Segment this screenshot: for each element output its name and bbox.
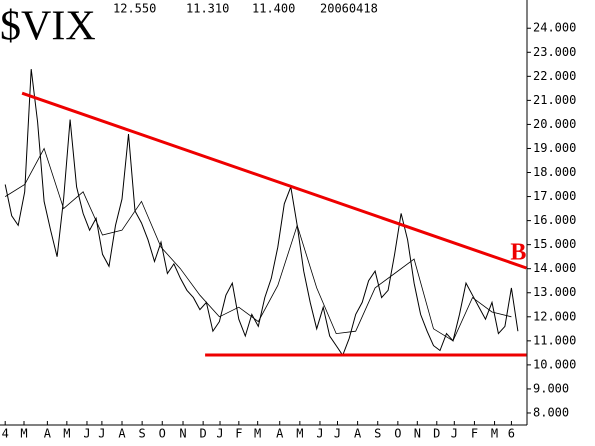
- date: 20060418: [320, 2, 378, 16]
- stat: 11.310: [186, 2, 229, 16]
- stat: 11.400: [252, 2, 295, 16]
- x-tick-label: N: [179, 427, 186, 441]
- x-tick-label: J: [316, 427, 323, 441]
- x-tick-label: D: [433, 427, 440, 441]
- x-tick-label: S: [139, 427, 146, 441]
- y-tick-label: 21.000: [533, 93, 576, 107]
- stat: 12.550: [113, 2, 156, 16]
- symbol: $VIX: [0, 4, 96, 50]
- x-tick-label: S: [374, 427, 381, 441]
- y-tick-label: 12.000: [533, 309, 576, 323]
- x-tick-label: 6: [508, 427, 515, 441]
- x-tick-label: F: [235, 427, 242, 441]
- y-tick-label: 9.000: [533, 381, 569, 395]
- y-tick-label: 20.000: [533, 117, 576, 131]
- x-tick-label: D: [200, 427, 207, 441]
- x-tick-label: A: [276, 427, 284, 441]
- annotation: B: [510, 239, 526, 265]
- price-line: [4, 69, 519, 357]
- x-tick-label: A: [354, 427, 362, 441]
- trendline: [21, 91, 527, 270]
- x-tick-label: J: [334, 427, 341, 441]
- x-tick-label: M: [296, 427, 303, 441]
- x-tick-label: N: [414, 427, 421, 441]
- y-tick-label: 14.000: [533, 261, 576, 275]
- x-tick-label: O: [394, 427, 401, 441]
- x-tick-label: 4: [2, 427, 9, 441]
- x-tick-label: M: [254, 427, 261, 441]
- x-tick-label: F: [471, 427, 478, 441]
- x-tick-label: J: [216, 427, 223, 441]
- x-tick-label: A: [44, 427, 52, 441]
- x-tick-label: O: [159, 427, 166, 441]
- x-tick-label: A: [118, 427, 126, 441]
- y-tick-label: 22.000: [533, 69, 576, 83]
- y-tick-label: 18.000: [533, 165, 576, 179]
- x-tick-label: J: [98, 427, 105, 441]
- y-tick-label: 17.000: [533, 189, 576, 203]
- price-line: [4, 147, 512, 342]
- x-tick-label: M: [491, 427, 498, 441]
- x-tick-label: M: [63, 427, 70, 441]
- y-tick-label: 10.000: [533, 357, 576, 371]
- y-tick-label: 19.000: [533, 141, 576, 155]
- y-tick-label: 8.000: [533, 405, 569, 419]
- x-tick-label: J: [451, 427, 458, 441]
- y-tick-label: 15.000: [533, 237, 576, 251]
- y-tick-label: 16.000: [533, 213, 576, 227]
- y-tick-label: 24.000: [533, 21, 576, 35]
- y-tick-label: 11.000: [533, 333, 576, 347]
- x-tick-label: J: [83, 427, 90, 441]
- y-tick-label: 23.000: [533, 45, 576, 59]
- x-tick-label: M: [20, 427, 27, 441]
- y-tick-label: 13.000: [533, 285, 576, 299]
